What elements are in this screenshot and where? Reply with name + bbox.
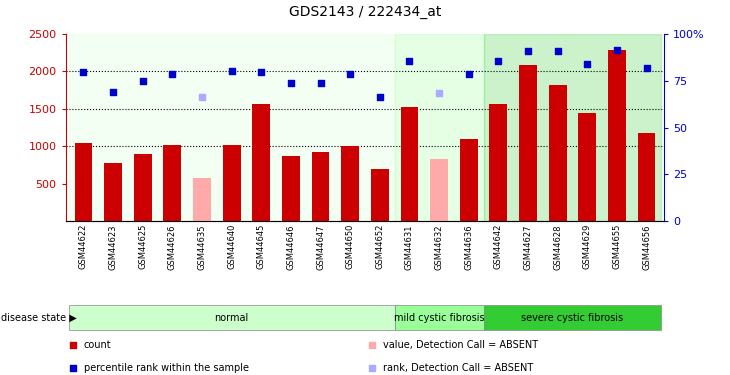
Bar xyxy=(164,145,181,221)
Bar xyxy=(342,146,359,221)
Bar xyxy=(549,85,566,221)
Text: mild cystic fibrosis: mild cystic fibrosis xyxy=(393,313,485,323)
Bar xyxy=(489,104,507,221)
Point xyxy=(366,342,378,348)
FancyBboxPatch shape xyxy=(69,305,395,330)
Bar xyxy=(282,156,300,221)
Bar xyxy=(395,34,483,221)
Point xyxy=(137,78,149,84)
Bar xyxy=(430,159,448,221)
Point xyxy=(107,89,119,95)
Point xyxy=(493,58,504,64)
Point xyxy=(552,48,564,54)
Point xyxy=(522,48,534,54)
Bar xyxy=(401,106,418,221)
Text: GDS2143 / 222434_at: GDS2143 / 222434_at xyxy=(289,5,441,19)
Point xyxy=(404,58,415,64)
Point xyxy=(166,71,178,77)
Point xyxy=(463,70,474,76)
Point xyxy=(433,90,445,96)
Point xyxy=(67,364,79,370)
Bar xyxy=(104,163,122,221)
Bar xyxy=(74,142,93,221)
Point xyxy=(226,68,237,74)
Point xyxy=(255,69,267,75)
Text: severe cystic fibrosis: severe cystic fibrosis xyxy=(521,313,623,323)
FancyBboxPatch shape xyxy=(483,305,661,330)
Text: count: count xyxy=(84,340,111,350)
Bar xyxy=(519,65,537,221)
Bar xyxy=(371,169,388,221)
Point xyxy=(366,364,378,370)
Bar xyxy=(253,104,270,221)
Bar xyxy=(193,178,211,221)
Point xyxy=(374,94,385,100)
Point xyxy=(581,61,593,67)
Bar xyxy=(483,34,661,221)
Point xyxy=(67,342,79,348)
Point xyxy=(641,65,653,71)
FancyBboxPatch shape xyxy=(395,305,483,330)
Bar xyxy=(578,112,596,221)
Text: value, Detection Call = ABSENT: value, Detection Call = ABSENT xyxy=(383,340,538,350)
Bar xyxy=(460,139,477,221)
Point xyxy=(196,94,208,100)
Point xyxy=(77,69,89,75)
Point xyxy=(345,71,356,77)
Point xyxy=(285,80,297,86)
Text: percentile rank within the sample: percentile rank within the sample xyxy=(84,363,249,373)
Bar xyxy=(608,50,626,221)
Bar xyxy=(312,152,329,221)
Bar xyxy=(637,133,656,221)
Text: normal: normal xyxy=(215,313,249,323)
Text: disease state ▶: disease state ▶ xyxy=(1,313,77,323)
Point xyxy=(315,80,326,86)
Bar xyxy=(223,145,241,221)
Point xyxy=(611,47,623,53)
Text: rank, Detection Call = ABSENT: rank, Detection Call = ABSENT xyxy=(383,363,533,373)
Bar xyxy=(69,34,395,221)
Bar xyxy=(134,154,152,221)
